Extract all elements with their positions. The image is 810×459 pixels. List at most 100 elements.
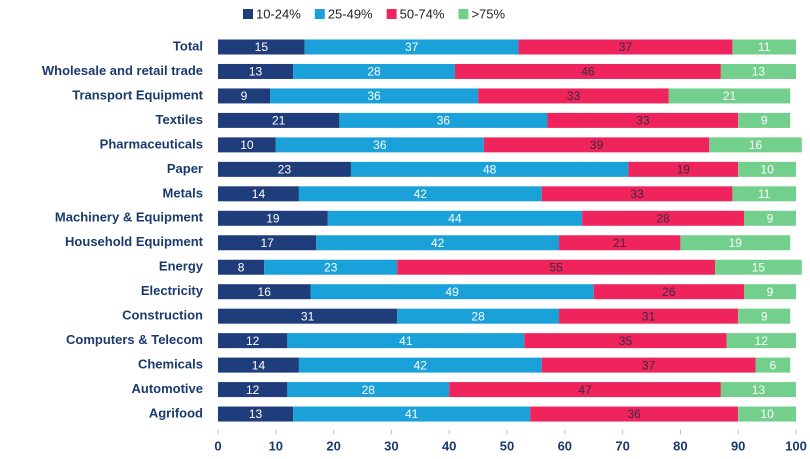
value-label: 31 — [642, 309, 656, 323]
bar-segment — [310, 284, 594, 300]
bar-segment — [732, 39, 796, 55]
bar-segment — [397, 308, 560, 324]
bar-segment — [726, 333, 796, 349]
value-label: 16 — [749, 138, 763, 152]
value-label: 11 — [758, 40, 771, 54]
value-label: 11 — [758, 187, 771, 201]
value-label: 10 — [760, 163, 774, 177]
bar-segment — [628, 161, 739, 177]
category-label: Computers & Telecom — [66, 332, 203, 347]
value-label: 46 — [581, 65, 595, 79]
value-label: 16 — [258, 285, 272, 299]
value-label: 9 — [767, 211, 774, 225]
x-tick-label: 10 — [269, 438, 283, 453]
bar-segment — [709, 137, 802, 153]
x-tick-label: 0 — [214, 438, 221, 453]
bar-segment — [298, 357, 542, 373]
bar-segment — [738, 406, 796, 422]
x-tick-label: 20 — [326, 438, 340, 453]
value-label: 33 — [567, 89, 581, 103]
bar-segment — [593, 284, 744, 300]
value-label: 55 — [549, 260, 563, 274]
value-label: 26 — [662, 285, 676, 299]
value-label: 28 — [471, 309, 485, 323]
value-label: 28 — [367, 65, 381, 79]
bar-segment — [350, 161, 629, 177]
x-tick-label: 60 — [558, 438, 572, 453]
value-label: 41 — [399, 334, 413, 348]
bar-segment — [270, 88, 479, 104]
value-label: 12 — [246, 334, 260, 348]
value-label: 9 — [761, 114, 768, 128]
bar-segment — [668, 88, 791, 104]
value-label: 15 — [752, 260, 766, 274]
bar-segment — [298, 186, 542, 202]
category-label: Energy — [159, 259, 204, 274]
value-label: 37 — [642, 358, 656, 372]
category-label: Pharmaceuticals — [100, 136, 203, 151]
bar-segment — [680, 235, 791, 251]
value-label: 12 — [755, 334, 769, 348]
bar-segment — [275, 137, 484, 153]
value-label: 15 — [255, 40, 269, 54]
bar-segment — [218, 235, 317, 251]
value-label: 13 — [249, 407, 263, 421]
bar-segment — [483, 137, 710, 153]
bar-segment — [218, 406, 294, 422]
value-label: 37 — [405, 40, 419, 54]
category-label: Wholesale and retail trade — [42, 63, 203, 78]
value-label: 8 — [238, 260, 245, 274]
value-label: 14 — [252, 358, 266, 372]
legend-label: >75% — [471, 6, 505, 21]
x-tick-label: 30 — [384, 438, 398, 453]
value-label: 36 — [627, 407, 641, 421]
x-tick-label: 70 — [615, 438, 629, 453]
bar-segment — [732, 186, 796, 202]
bar-segment — [293, 406, 531, 422]
bar-segment — [541, 357, 756, 373]
bar-segment — [287, 382, 450, 398]
bar-segment — [218, 161, 351, 177]
value-label: 13 — [249, 65, 263, 79]
bar-segment — [339, 112, 548, 128]
bar-segment — [738, 161, 796, 177]
value-label: 10 — [240, 138, 254, 152]
bar-segment — [454, 63, 721, 79]
category-label: Metals — [163, 185, 203, 200]
value-label: 28 — [656, 211, 670, 225]
bar-segment — [738, 308, 791, 324]
bar-segment — [218, 259, 265, 275]
category-label: Electricity — [141, 283, 204, 298]
category-label: Total — [173, 38, 203, 53]
value-label: 6 — [770, 358, 777, 372]
bar-segment — [518, 39, 733, 55]
bar-segment — [218, 382, 288, 398]
value-label: 47 — [578, 383, 592, 397]
legend-swatch — [386, 9, 397, 19]
value-label: 12 — [246, 383, 260, 397]
value-label: 42 — [431, 236, 445, 250]
value-label: 21 — [613, 236, 627, 250]
value-label: 13 — [752, 65, 766, 79]
x-tick-label: 80 — [673, 438, 687, 453]
category-label: Textiles — [156, 112, 203, 127]
bar-segment — [530, 406, 739, 422]
value-label: 37 — [619, 40, 633, 54]
bar-segment — [449, 382, 721, 398]
bar-segment — [478, 88, 669, 104]
value-label: 41 — [405, 407, 419, 421]
category-label: Transport Equipment — [72, 87, 203, 102]
bar-segment — [316, 235, 560, 251]
value-label: 36 — [437, 114, 451, 128]
value-label: 39 — [590, 138, 604, 152]
legend-swatch — [243, 9, 253, 19]
bar-segment — [720, 63, 796, 79]
bar-segment — [743, 284, 796, 300]
value-label: 13 — [752, 383, 766, 397]
value-label: 23 — [278, 163, 292, 177]
value-label: 33 — [630, 187, 644, 201]
value-label: 19 — [729, 236, 743, 250]
value-label: 19 — [266, 211, 280, 225]
bar-segment — [264, 259, 398, 275]
value-label: 21 — [272, 114, 286, 128]
